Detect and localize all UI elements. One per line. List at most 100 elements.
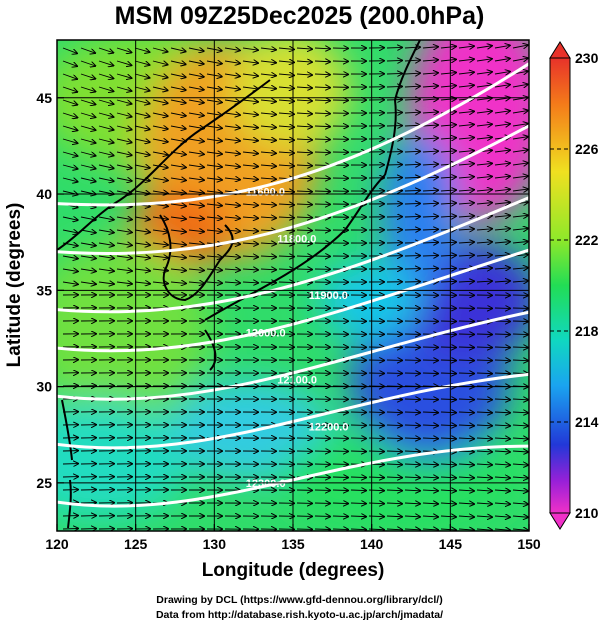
wind-arrow <box>494 529 510 530</box>
wind-arrow <box>332 503 348 504</box>
wind-arrow <box>404 477 420 478</box>
contour-label: 12000.0 <box>246 327 286 339</box>
wind-arrow <box>386 516 402 517</box>
wind-arrow <box>440 373 456 374</box>
wind-arrow <box>80 256 96 258</box>
wind-arrow <box>350 503 366 504</box>
wind-arrow <box>494 399 510 400</box>
wind-arrow <box>440 412 456 413</box>
wind-arrow <box>116 217 132 220</box>
wind-arrow <box>134 191 150 194</box>
wind-arrow <box>476 124 492 126</box>
wind-arrow <box>494 268 510 269</box>
wind-arrow <box>134 60 149 65</box>
wind-arrow <box>422 373 438 374</box>
wind-arrow <box>242 152 258 154</box>
x-tick-label: 120 <box>45 536 69 552</box>
wind-arrow <box>224 48 240 50</box>
wind-arrow <box>242 165 258 166</box>
wind-arrow <box>386 425 402 426</box>
wind-arrow <box>224 256 240 257</box>
wind-arrow <box>152 152 168 155</box>
wind-arrow <box>116 113 132 117</box>
wind-arrow <box>116 282 132 284</box>
wind-arrow <box>278 87 294 88</box>
wind-arrow <box>476 268 492 269</box>
wind-arrow <box>314 152 330 153</box>
wind-arrow <box>494 438 510 439</box>
wind-arrow <box>278 100 294 101</box>
wind-arrow <box>80 178 96 181</box>
wind-arrow <box>134 113 150 116</box>
wind-arrow <box>98 230 114 233</box>
wind-arrow <box>440 516 456 517</box>
wind-arrow <box>440 425 456 426</box>
wind-arrow <box>440 281 456 282</box>
wind-arrow <box>296 243 312 244</box>
wind-arrow <box>134 100 150 104</box>
wind-arrow <box>116 152 132 155</box>
wind-arrow <box>242 204 258 205</box>
wind-arrow <box>260 191 276 192</box>
wind-arrow <box>80 243 96 246</box>
wind-arrow <box>116 47 131 52</box>
wind-arrow <box>494 373 510 374</box>
colorbar-scale <box>549 57 571 514</box>
wind-arrow <box>242 230 258 231</box>
wind-arrow <box>458 242 474 243</box>
wind-arrow <box>278 165 294 166</box>
wind-arrow <box>476 46 492 48</box>
wind-arrow <box>242 100 258 102</box>
wind-arrow <box>386 529 402 530</box>
wind-arrow <box>134 139 150 142</box>
wind-arrow <box>170 139 186 142</box>
wind-arrow <box>224 152 240 154</box>
wind-arrow <box>278 243 294 244</box>
wind-arrow <box>242 87 258 89</box>
wind-arrow <box>134 256 150 258</box>
wind-arrow <box>116 230 132 232</box>
wind-arrow <box>224 87 240 89</box>
wind-arrow <box>440 529 456 530</box>
wind-arrow <box>422 203 438 204</box>
wind-arrow <box>62 138 77 143</box>
wind-arrow <box>440 255 456 256</box>
wind-arrow <box>152 74 168 78</box>
wind-arrow <box>422 73 438 74</box>
wind-arrow <box>440 242 456 243</box>
wind-arrow <box>296 152 312 153</box>
wind-arrow <box>80 112 95 117</box>
wind-arrow <box>458 229 474 230</box>
wind-arrow <box>170 113 186 116</box>
wind-arrow <box>80 138 95 143</box>
wind-arrow <box>494 189 510 191</box>
wind-arrow <box>314 178 330 179</box>
wind-arrow <box>170 217 186 219</box>
wind-arrow <box>296 256 312 257</box>
wind-arrow <box>458 216 474 217</box>
wind-arrow <box>152 47 168 52</box>
wind-arrow <box>458 190 474 191</box>
wind-arrow <box>296 139 312 140</box>
wind-arrow <box>494 255 510 256</box>
height-contours: 11600.0 11800.0 11900.0 12000.0 12100.0 12200… <box>57 62 529 508</box>
wind-arrow <box>422 242 438 243</box>
wind-arrow <box>386 412 402 413</box>
wind-arrow <box>98 282 114 284</box>
wind-arrow <box>494 464 510 465</box>
wind-arrow <box>116 243 132 245</box>
x-tick-label: 125 <box>124 536 148 552</box>
wind-arrow <box>152 191 168 193</box>
wind-arrow <box>278 61 294 62</box>
wind-arrow <box>188 282 204 283</box>
wind-arrow <box>296 48 312 49</box>
wind-arrow <box>494 229 510 230</box>
wind-arrow <box>386 503 402 504</box>
wind-arrow <box>422 477 438 478</box>
wind-arrow <box>458 46 474 48</box>
x-axis: 120 125 130 135 140 145 150 <box>45 524 541 552</box>
wind-arrow <box>98 269 114 271</box>
wind-arrow <box>512 425 528 426</box>
wind-arrow <box>278 204 294 205</box>
wind-arrow <box>458 438 474 439</box>
